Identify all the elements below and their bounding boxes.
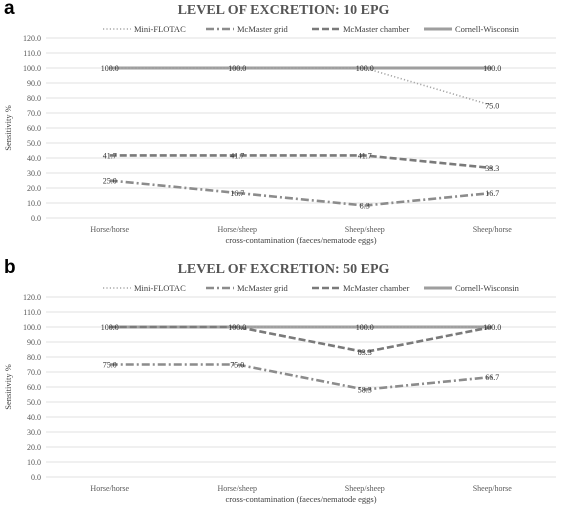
data-label: 75.0 (103, 361, 117, 370)
data-label: 75.0 (485, 102, 499, 111)
y-axis-title: Sensitivity % (3, 364, 13, 410)
y-tick-label: 90.0 (27, 79, 41, 88)
panel-letter-a: a (4, 0, 15, 19)
y-tick-label: 70.0 (27, 368, 41, 377)
y-tick-label: 30.0 (27, 428, 41, 437)
y-tick-label: 40.0 (27, 154, 41, 163)
data-label: 100.0 (483, 64, 501, 73)
data-label: 100.0 (356, 64, 374, 73)
data-label: 100.0 (101, 64, 119, 73)
x-tick-label: Horse/sheep (217, 225, 257, 234)
x-tick-label: Horse/horse (90, 484, 129, 493)
y-tick-label: 20.0 (27, 184, 41, 193)
y-tick-label: 100.0 (23, 323, 41, 332)
x-axis-title: cross-contamination (faeces/nematode egg… (225, 494, 376, 504)
y-tick-label: 90.0 (27, 338, 41, 347)
chart-panel-a: LEVEL OF EXCRETION: 10 EPG 0.0 10.0 20.0 30.… (0, 0, 567, 250)
y-tick-label: 110.0 (23, 49, 41, 58)
legend-label: McMaster grid (237, 283, 289, 293)
x-tick-label: Horse/sheep (217, 484, 257, 493)
data-label: 100.0 (101, 323, 119, 332)
data-label: 58.3 (358, 386, 372, 395)
y-tick-label: 30.0 (27, 169, 41, 178)
data-label: 16.7 (485, 189, 499, 198)
data-label: 41.7 (230, 151, 244, 160)
chart-panel-b: LEVEL OF EXCRETION: 50 EPG 0.0 10.0 20.0 30.… (0, 257, 567, 509)
data-label: 41.7 (358, 151, 372, 160)
y-tick-label: 70.0 (27, 109, 41, 118)
y-tick-label: 10.0 (27, 199, 41, 208)
legend-label: McMaster grid (237, 24, 289, 34)
y-tick-label: 20.0 (27, 443, 41, 452)
chart-b-svg: LEVEL OF EXCRETION: 50 EPG 0.0 10.0 20.0 30.… (3, 262, 556, 504)
legend-label: McMaster chamber (343, 283, 409, 293)
legend-label: McMaster chamber (343, 24, 409, 34)
y-tick-label: 120.0 (23, 293, 41, 302)
y-tick-label: 120.0 (23, 34, 41, 43)
y-tick-label: 0.0 (31, 473, 41, 482)
series-line-1 (109, 363, 493, 391)
panel-letter-b: b (4, 257, 16, 278)
data-label: 75.0 (230, 361, 244, 370)
chart-title: LEVEL OF EXCRETION: 10 EPG (178, 3, 390, 18)
y-tick-label: 0.0 (31, 214, 41, 223)
y-tick-label: 50.0 (27, 139, 41, 148)
y-tick-label: 50.0 (27, 398, 41, 407)
y-tick-label: 80.0 (27, 94, 41, 103)
x-tick-label: Sheep/sheep (345, 484, 385, 493)
x-tick-label: Sheep/horse (473, 225, 513, 234)
legend-label: Mini-FLOTAC (134, 283, 186, 293)
y-tick-label: 40.0 (27, 413, 41, 422)
data-label: 16.7 (230, 189, 244, 198)
y-tick-label: 60.0 (27, 124, 41, 133)
series-line-0 (109, 67, 493, 107)
legend-label: Cornell-Wisconsin (455, 24, 520, 34)
series-line-1 (109, 179, 493, 207)
data-label: 100.0 (483, 323, 501, 332)
x-tick-label: Sheep/horse (473, 484, 513, 493)
data-label: 83.3 (358, 348, 372, 357)
y-tick-label: 80.0 (27, 353, 41, 362)
x-tick-label: Horse/horse (90, 225, 129, 234)
y-tick-label: 60.0 (27, 383, 41, 392)
data-label: 100.0 (228, 64, 246, 73)
data-label: 8.3 (360, 202, 370, 211)
series-line-2 (109, 325, 493, 354)
series-line-2 (109, 154, 493, 170)
y-axis-title: Sensitivity % (3, 105, 13, 151)
y-tick-label: 110.0 (23, 308, 41, 317)
chart-a-svg: LEVEL OF EXCRETION: 10 EPG 0.0 10.0 20.0 30.… (3, 3, 556, 245)
y-tick-label: 10.0 (27, 458, 41, 467)
data-label: 66.7 (485, 373, 499, 382)
x-axis-title: cross-contamination (faeces/nematode egg… (225, 235, 376, 245)
x-tick-label: Sheep/sheep (345, 225, 385, 234)
data-label: 33.3 (485, 164, 499, 173)
data-label: 100.0 (228, 323, 246, 332)
legend-label: Mini-FLOTAC (134, 24, 186, 34)
legend-label: Cornell-Wisconsin (455, 283, 520, 293)
y-tick-label: 100.0 (23, 64, 41, 73)
data-label: 100.0 (356, 323, 374, 332)
data-label: 25.0 (103, 177, 117, 186)
data-label: 41.7 (103, 151, 117, 160)
chart-title: LEVEL OF EXCRETION: 50 EPG (178, 262, 390, 277)
